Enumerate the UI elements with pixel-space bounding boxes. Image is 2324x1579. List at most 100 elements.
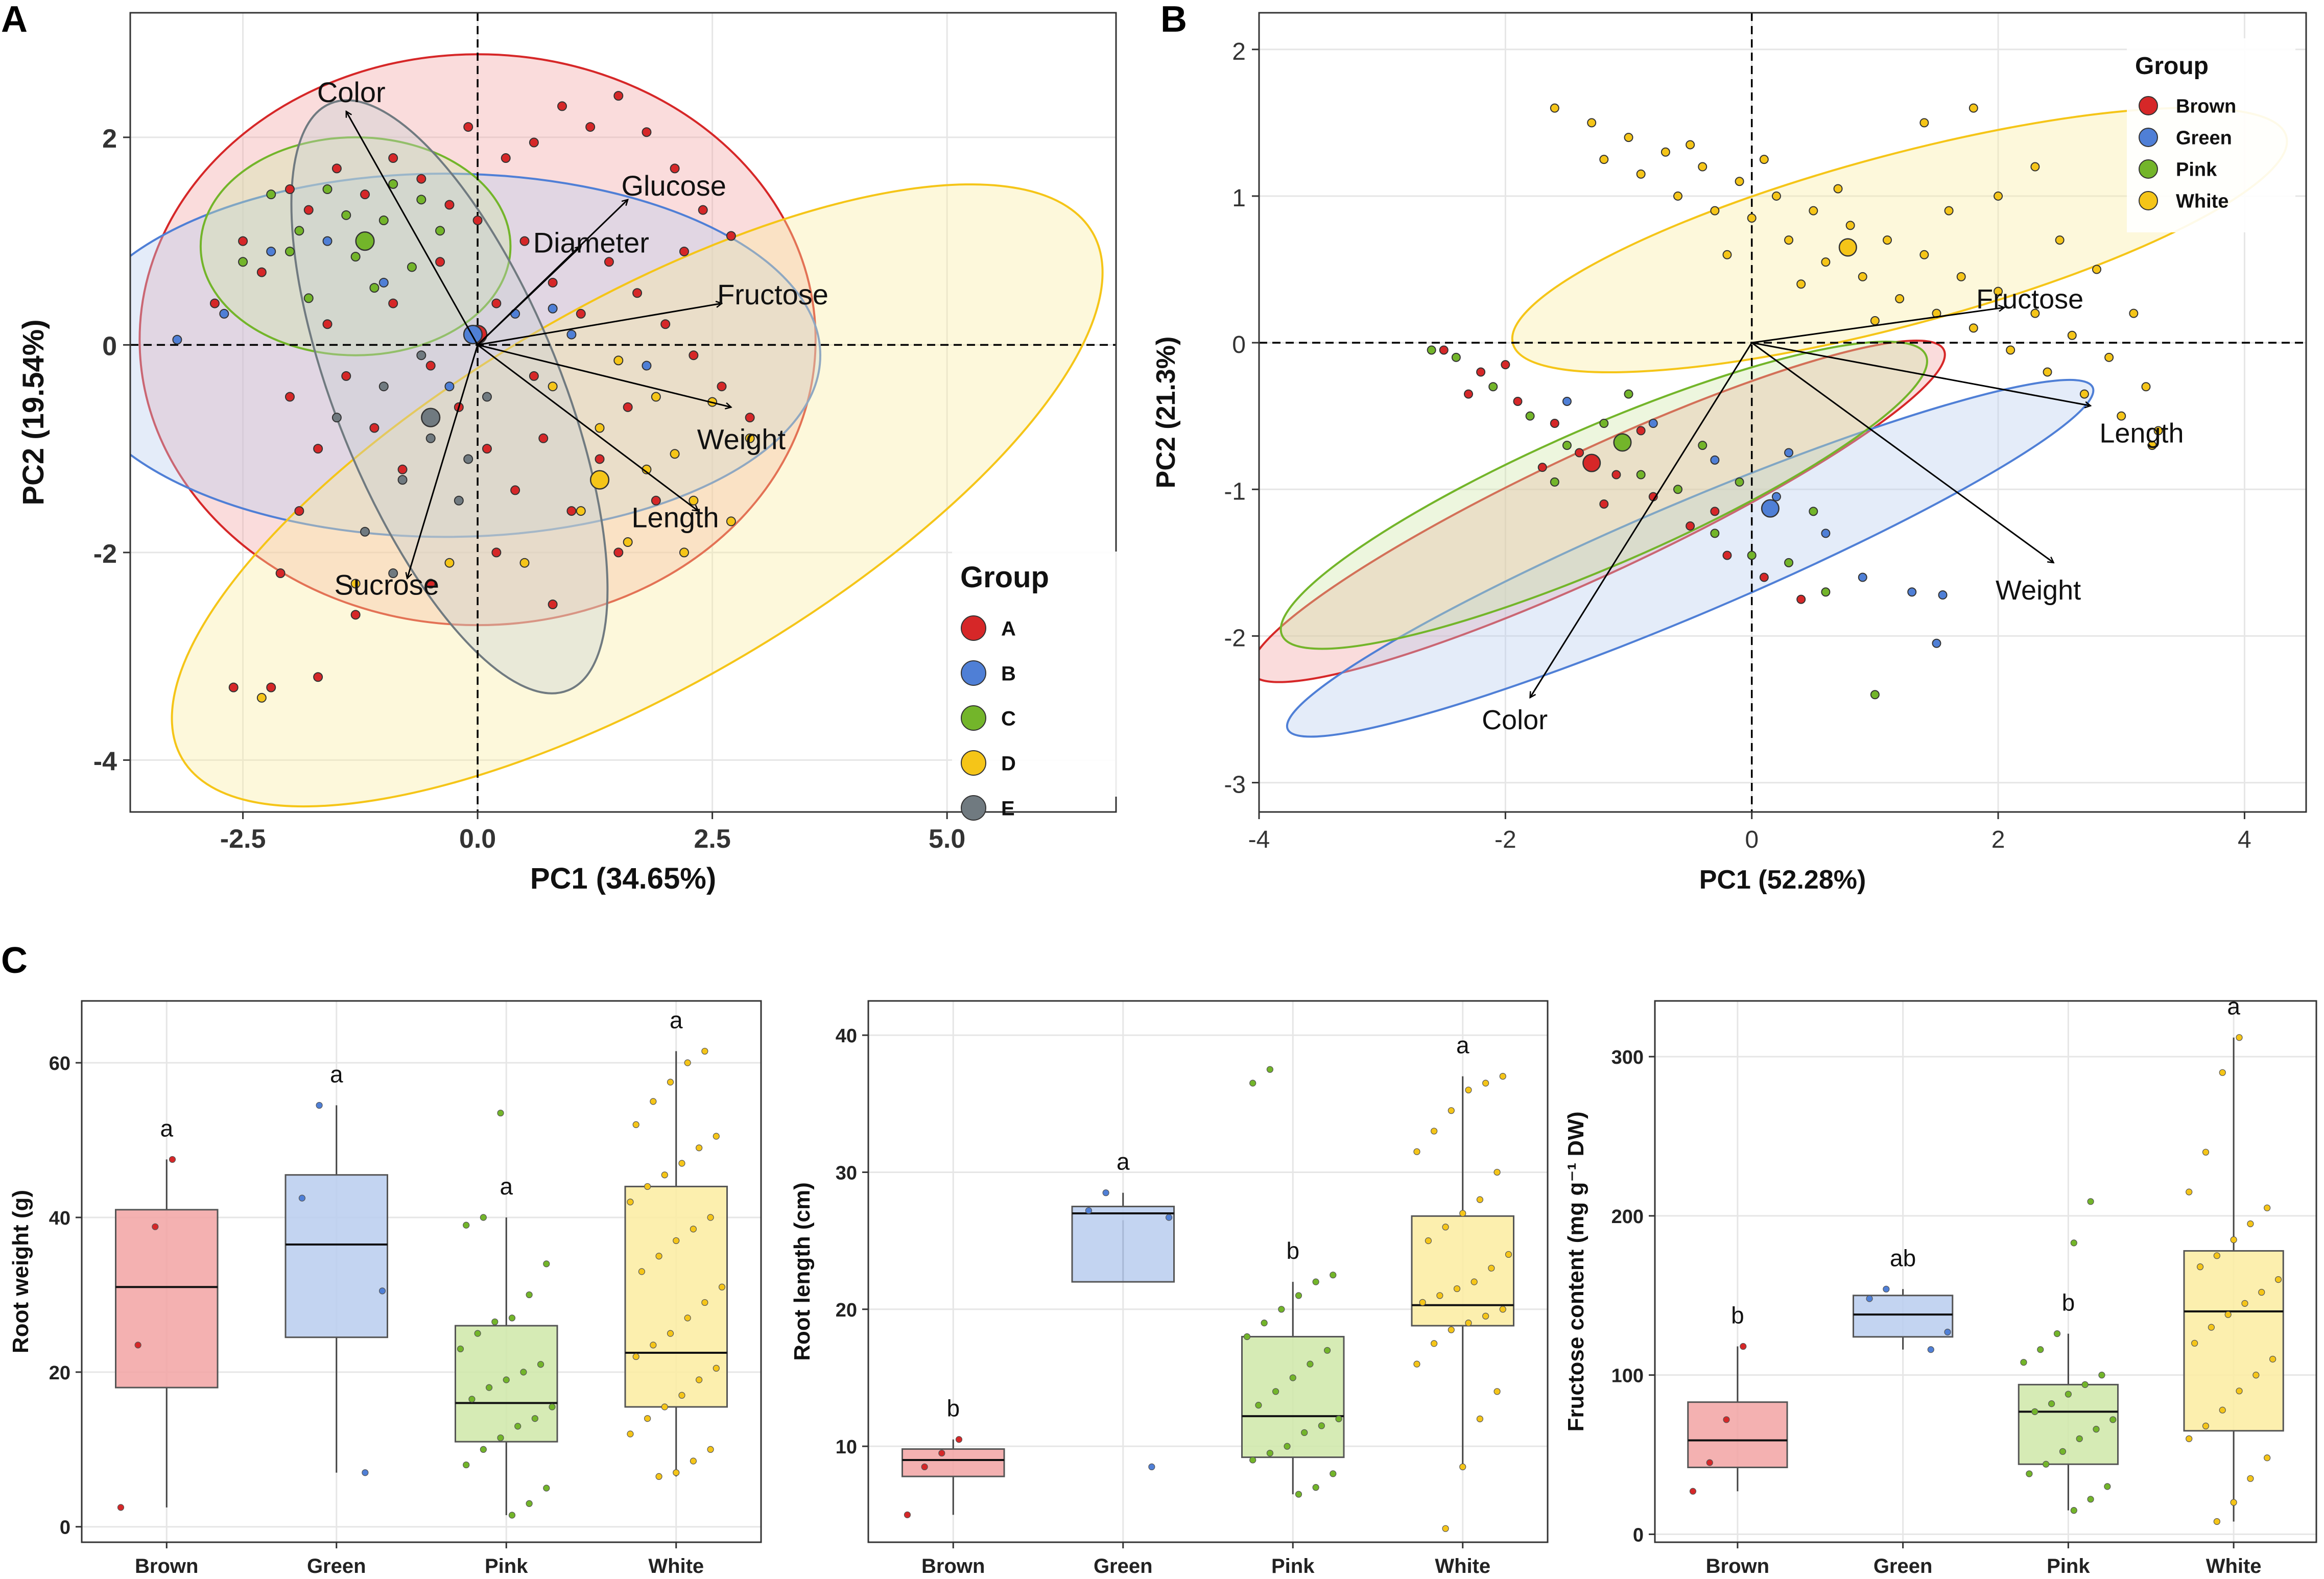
- legend-label-green: Green: [2176, 128, 2232, 149]
- data-point-pink: [468, 1396, 476, 1403]
- plot-frame: [1654, 1000, 2317, 1543]
- data-point-white: [2252, 1372, 2260, 1379]
- data-point-pink: [463, 1222, 470, 1229]
- loading-label-color: Color: [317, 76, 386, 108]
- data-point-brown: [1599, 499, 1609, 509]
- data-point-white: [2129, 308, 2139, 318]
- data-point-white: [1431, 1128, 1438, 1135]
- box-green: [1071, 1206, 1175, 1283]
- data-point-a: [548, 277, 558, 288]
- data-point-white: [632, 1121, 639, 1128]
- data-point-brown: [117, 1504, 125, 1511]
- data-point-pink: [503, 1376, 510, 1383]
- data-point-a: [313, 672, 323, 682]
- data-point-brown: [1575, 448, 1584, 458]
- data-point-a: [294, 506, 304, 516]
- data-point-c: [238, 257, 248, 267]
- x-tick-label-brown: Brown: [135, 1555, 198, 1576]
- significance-letter-green: a: [330, 1061, 343, 1087]
- data-point-a: [369, 423, 380, 433]
- data-point-d: [726, 516, 736, 527]
- data-point-pink: [2026, 1470, 2033, 1477]
- data-point-pink: [1318, 1422, 1325, 1429]
- loading-arrow-diameter: [477, 246, 581, 346]
- data-point-a: [689, 350, 699, 361]
- data-point-white: [1493, 1168, 1501, 1176]
- data-point-white: [1459, 1463, 1466, 1471]
- plot-area: Color Glucose Diameter Fructose Weight Length…: [130, 13, 1116, 812]
- data-point-white: [1845, 221, 1855, 230]
- x-tick-label: 2: [1991, 826, 2005, 853]
- data-point-a: [284, 392, 295, 402]
- data-point-a: [303, 205, 314, 215]
- data-point-white: [1784, 235, 1794, 245]
- plot-frame: [81, 1000, 762, 1543]
- box-pink: [2018, 1383, 2119, 1465]
- data-point-white: [1499, 1306, 1506, 1313]
- data-point-white: [2006, 345, 2015, 355]
- x-tick-label: -2.5: [220, 824, 266, 854]
- data-point-green: [1165, 1214, 1173, 1221]
- data-point-c: [378, 215, 389, 225]
- data-point-a: [228, 682, 239, 692]
- data-point-pink: [2087, 1198, 2094, 1205]
- data-point-white: [1624, 133, 1633, 142]
- box-brown: [1687, 1401, 1788, 1468]
- boxplot-root-length: b Brown a Green b Pink a White 10 20 30 40 Root leng…: [790, 1000, 1549, 1577]
- data-point-brown: [1611, 470, 1621, 480]
- plot-frame: [1258, 12, 2307, 813]
- data-point-white: [1413, 1360, 1420, 1368]
- data-point-b: [378, 277, 389, 288]
- significance-letter-brown: b: [1731, 1302, 1744, 1329]
- data-point-pink: [480, 1214, 487, 1221]
- x-tick-label-green: Green: [1094, 1555, 1153, 1576]
- x-tick-label: 5.0: [929, 824, 965, 854]
- significance-letter-green: a: [1117, 1149, 1130, 1175]
- data-point-a: [632, 288, 643, 298]
- data-point-white: [2147, 441, 2157, 450]
- data-point-brown: [169, 1156, 176, 1163]
- data-point-e: [482, 392, 492, 402]
- data-point-white: [707, 1214, 714, 1221]
- y-axis-title: PC2 (19.54%): [17, 319, 50, 505]
- data-point-a: [717, 381, 727, 392]
- legend-key-b: [961, 660, 986, 686]
- data-point-a: [529, 137, 539, 148]
- data-point-green: [1562, 396, 1572, 406]
- data-point-pink: [2098, 1372, 2105, 1379]
- data-point-pink: [2048, 1400, 2055, 1407]
- data-point-white: [1459, 1210, 1466, 1217]
- pca-biplot-b: Fructose Length Weight Color -4 -2 0 2 4 -3 -2 -1 0 1…: [1151, 12, 2307, 895]
- data-point-pink: [531, 1415, 538, 1422]
- data-point-brown: [1706, 1459, 1713, 1466]
- y-tick-label: 10: [836, 1437, 857, 1458]
- data-point-d: [350, 579, 361, 589]
- data-point-a: [256, 267, 267, 277]
- legend-key-a: [961, 615, 986, 641]
- data-point-white: [1442, 1525, 1449, 1532]
- data-point-white: [690, 1226, 697, 1233]
- data-point-white: [678, 1392, 685, 1399]
- y-tick-label: -4: [93, 747, 117, 776]
- data-point-d: [548, 381, 558, 392]
- ellipse-group-green: [1286, 378, 2095, 738]
- y-tick-label: 2: [1232, 38, 1246, 65]
- data-point-white: [667, 1079, 674, 1086]
- loading-label-sucrose: Sucrose: [335, 569, 439, 601]
- data-point-brown: [1740, 1343, 1747, 1350]
- data-point-b: [322, 236, 333, 246]
- plot-frame: [867, 1000, 1549, 1543]
- data-point-white: [1994, 191, 2003, 201]
- data-point-green: [316, 1102, 323, 1109]
- data-point-white: [2219, 1069, 2226, 1076]
- data-point-c: [303, 293, 314, 303]
- data-point-white: [2186, 1188, 2193, 1195]
- data-point-a: [548, 600, 558, 610]
- y-axis-title: Fructose content (mg g⁻¹ DW): [1563, 1112, 1588, 1432]
- data-point-white: [678, 1160, 685, 1167]
- data-point-c: [322, 184, 333, 195]
- plot-frame: [129, 12, 1117, 813]
- data-point-brown: [1439, 345, 1449, 355]
- data-point-a: [313, 444, 323, 454]
